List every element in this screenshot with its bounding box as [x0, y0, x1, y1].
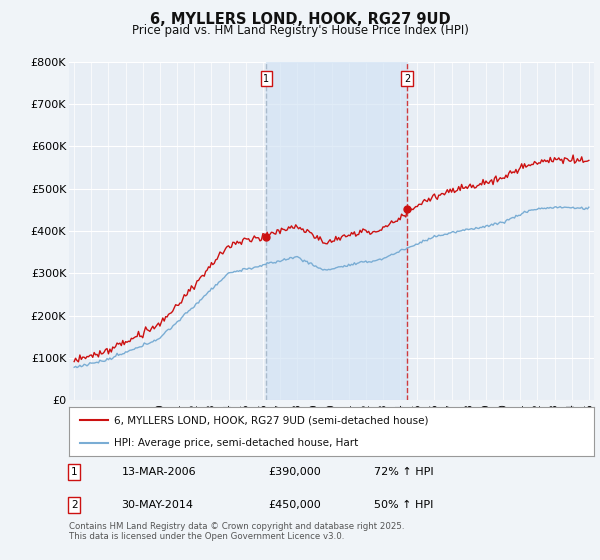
Text: 1: 1 [263, 73, 269, 83]
Text: 50% ↑ HPI: 50% ↑ HPI [373, 500, 433, 510]
Text: 72% ↑ HPI: 72% ↑ HPI [373, 467, 433, 477]
Text: 2: 2 [404, 73, 410, 83]
Text: HPI: Average price, semi-detached house, Hart: HPI: Average price, semi-detached house,… [113, 438, 358, 448]
Text: £390,000: £390,000 [269, 467, 321, 477]
Text: 30-MAY-2014: 30-MAY-2014 [121, 500, 193, 510]
Bar [266, 62, 407, 400]
Text: £450,000: £450,000 [269, 500, 321, 510]
Text: 6, MYLLERS LOND, HOOK, RG27 9UD: 6, MYLLERS LOND, HOOK, RG27 9UD [149, 12, 451, 27]
Text: Price paid vs. HM Land Registry's House Price Index (HPI): Price paid vs. HM Land Registry's House … [131, 24, 469, 36]
Text: 6, MYLLERS LOND, HOOK, RG27 9UD (semi-detached house): 6, MYLLERS LOND, HOOK, RG27 9UD (semi-de… [113, 416, 428, 426]
Text: 13-MAR-2006: 13-MAR-2006 [121, 467, 196, 477]
Text: 1: 1 [71, 467, 77, 477]
Text: Contains HM Land Registry data © Crown copyright and database right 2025.
This d: Contains HM Land Registry data © Crown c… [69, 522, 404, 542]
Text: 2: 2 [71, 500, 77, 510]
